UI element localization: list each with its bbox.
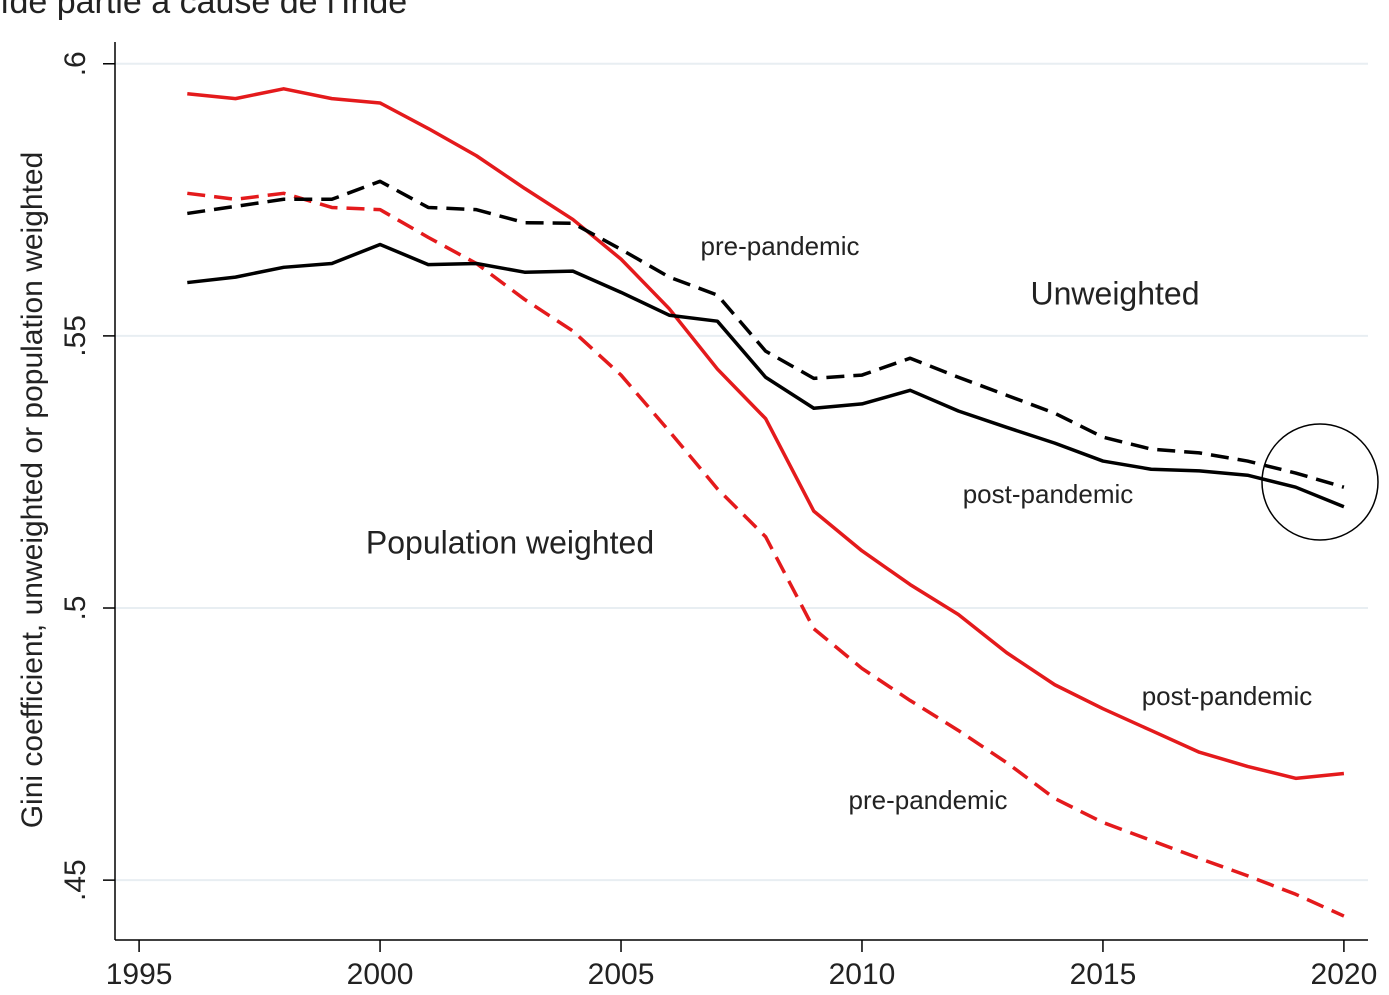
line-series xyxy=(187,242,1345,509)
chart-title: ıde partie à cause de l'Inde xyxy=(0,0,407,21)
y-tick-label: .55 xyxy=(59,315,92,357)
x-tick-label: 2000 xyxy=(347,958,414,991)
annotation: pre-pandemic xyxy=(849,785,1008,815)
x-tick-label: 2020 xyxy=(1311,958,1378,991)
annotation: Unweighted xyxy=(1031,275,1200,311)
x-tick-label: 1995 xyxy=(106,958,173,991)
line-series xyxy=(187,179,1345,489)
annotation: pre-pandemic xyxy=(701,231,860,261)
y-tick-label: .6 xyxy=(59,51,92,76)
annotation: post-pandemic xyxy=(963,479,1134,509)
y-tick-label: .5 xyxy=(59,595,92,620)
line-series xyxy=(187,191,1345,918)
x-tick-label: 2015 xyxy=(1070,958,1137,991)
x-tick-label: 2010 xyxy=(829,958,896,991)
annotation: Population weighted xyxy=(366,524,654,560)
annotation: post-pandemic xyxy=(1142,681,1313,711)
y-axis-label: Gini coefficient, unweighted or populati… xyxy=(16,152,49,829)
line-series xyxy=(187,87,1345,781)
x-tick-label: 2005 xyxy=(588,958,655,991)
highlight-circle xyxy=(1261,423,1379,541)
y-tick-label: .45 xyxy=(59,859,92,901)
